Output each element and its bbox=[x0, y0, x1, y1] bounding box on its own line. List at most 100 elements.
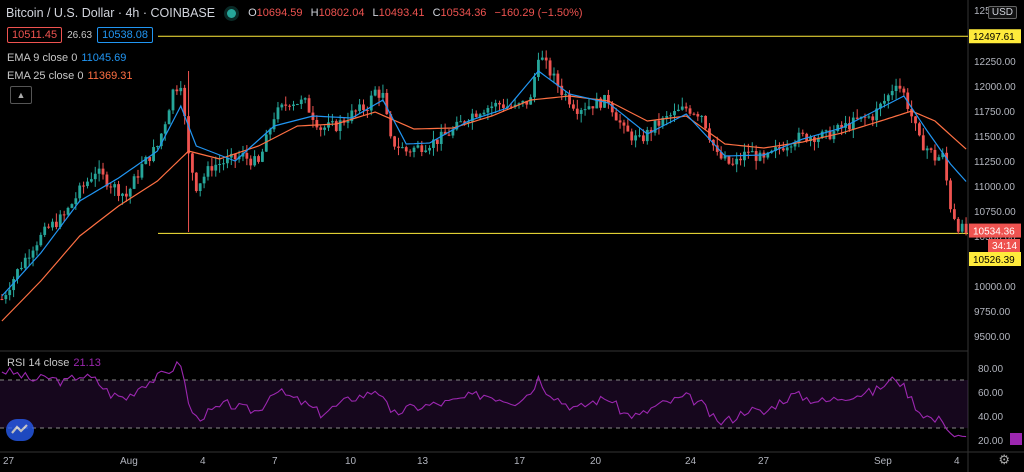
candle-body bbox=[766, 152, 770, 158]
candle-body bbox=[848, 123, 851, 130]
candle-body bbox=[898, 85, 902, 89]
symbol-title[interactable]: Bitcoin / U.S. Dollar · 4h · COINBASE bbox=[6, 6, 216, 20]
candle-body bbox=[914, 116, 917, 124]
candle-body bbox=[653, 120, 657, 133]
candle-body bbox=[358, 104, 361, 111]
candle-body bbox=[148, 157, 152, 162]
candle-body bbox=[19, 267, 23, 270]
open-label: O bbox=[248, 7, 257, 19]
candle-body bbox=[47, 226, 50, 228]
candles-group bbox=[0, 50, 968, 304]
price-tick-label: 11000.00 bbox=[974, 182, 1015, 193]
rsi-legend[interactable]: RSI 14 close 21.13 bbox=[7, 357, 101, 369]
candle-body bbox=[700, 115, 704, 117]
candle-body bbox=[572, 104, 575, 109]
candle-body bbox=[568, 94, 571, 105]
candle-body bbox=[890, 90, 894, 96]
candle-body bbox=[525, 100, 529, 105]
candle-body bbox=[171, 89, 175, 111]
last-price-label-bg bbox=[969, 223, 1021, 238]
candle-body bbox=[175, 89, 179, 92]
candle-body bbox=[117, 184, 120, 196]
spread-value: 26.63 bbox=[67, 29, 93, 41]
candle-body bbox=[420, 145, 424, 152]
candle-body bbox=[124, 193, 128, 197]
candle-body bbox=[70, 204, 74, 208]
candle-body bbox=[502, 104, 505, 108]
candle-body bbox=[136, 176, 140, 178]
candle-body bbox=[610, 103, 614, 113]
candle-body bbox=[159, 133, 163, 147]
candle-body bbox=[27, 257, 31, 259]
tradingview-logo-icon[interactable] bbox=[6, 419, 34, 441]
ema9-legend[interactable]: EMA 9 close 0 11045.69 bbox=[7, 52, 126, 64]
rsi-label: RSI 14 close bbox=[7, 357, 70, 369]
time-tick-label: 10 bbox=[345, 456, 357, 467]
currency-badge[interactable]: USD bbox=[987, 6, 1017, 19]
candle-body bbox=[673, 110, 676, 116]
candle-body bbox=[579, 110, 583, 114]
candle-body bbox=[486, 108, 490, 113]
candle-body bbox=[299, 99, 303, 105]
time-tick-label: 27 bbox=[758, 456, 770, 467]
candle-body bbox=[665, 116, 669, 118]
candle-body bbox=[809, 137, 812, 142]
settings-gear-icon[interactable]: ⚙ bbox=[998, 452, 1010, 467]
candle-body bbox=[875, 108, 879, 121]
open-value: 10694.59 bbox=[256, 7, 303, 19]
high-value: 10802.04 bbox=[318, 7, 365, 19]
candle-body bbox=[393, 136, 396, 147]
ohlc-values: O10694.59 H10802.04 L10493.41 C10534.36 … bbox=[248, 7, 587, 19]
price-tick-label: 9500.00 bbox=[974, 332, 1011, 343]
rsi-tick-label: 60.00 bbox=[978, 388, 1003, 399]
sell-price-button[interactable]: 10511.45 bbox=[7, 27, 63, 43]
candle-body bbox=[245, 152, 249, 159]
candle-body bbox=[925, 148, 929, 151]
price-tick-label: 12250.00 bbox=[974, 57, 1016, 68]
price-tick-label: 10000.00 bbox=[974, 282, 1016, 293]
candle-body bbox=[661, 117, 665, 126]
candle-body bbox=[4, 295, 8, 300]
candle-body bbox=[929, 148, 933, 150]
buy-price-button[interactable]: 10538.08 bbox=[97, 27, 153, 43]
price-tick-label: 9750.00 bbox=[974, 307, 1011, 318]
candle-body bbox=[249, 158, 253, 166]
candle-body bbox=[179, 87, 183, 92]
candle-body bbox=[879, 103, 882, 109]
close-label: C bbox=[432, 7, 441, 19]
candle-body bbox=[863, 116, 867, 118]
candle-body bbox=[222, 163, 225, 165]
candle-body bbox=[715, 145, 719, 152]
candle-body bbox=[781, 148, 785, 151]
candle-body bbox=[956, 218, 960, 232]
candle-body bbox=[886, 95, 890, 101]
candle-body bbox=[758, 152, 762, 161]
candle-body bbox=[498, 102, 501, 105]
candle-body bbox=[12, 279, 16, 291]
candle-body bbox=[113, 184, 117, 188]
last-price-label: 10534.36 bbox=[973, 227, 1015, 238]
candle-body bbox=[599, 98, 603, 108]
candle-body bbox=[801, 132, 805, 134]
candle-body bbox=[529, 97, 533, 105]
candle-body bbox=[622, 122, 626, 126]
collapse-chevron-icon[interactable]: ▲ bbox=[10, 86, 32, 104]
candle-body bbox=[276, 107, 280, 120]
close-value: 10534.36 bbox=[440, 7, 487, 19]
candle-body bbox=[871, 116, 875, 121]
candle-body bbox=[641, 135, 645, 142]
candle-body bbox=[692, 113, 696, 115]
ema9-value: 11045.69 bbox=[81, 52, 127, 64]
candle-body bbox=[365, 109, 369, 111]
candle-body bbox=[552, 73, 556, 76]
ema25-legend[interactable]: EMA 25 close 0 11369.31 bbox=[7, 70, 133, 82]
price-tick-label: 12000.00 bbox=[974, 82, 1016, 93]
ema25-label: EMA 25 close 0 bbox=[7, 70, 84, 82]
candle-body bbox=[101, 168, 105, 175]
candle-body bbox=[66, 207, 70, 215]
candle-body bbox=[105, 174, 109, 187]
candle-body bbox=[941, 152, 945, 158]
candle-body bbox=[517, 103, 521, 105]
rsi-tick-label: 80.00 bbox=[978, 364, 1003, 375]
